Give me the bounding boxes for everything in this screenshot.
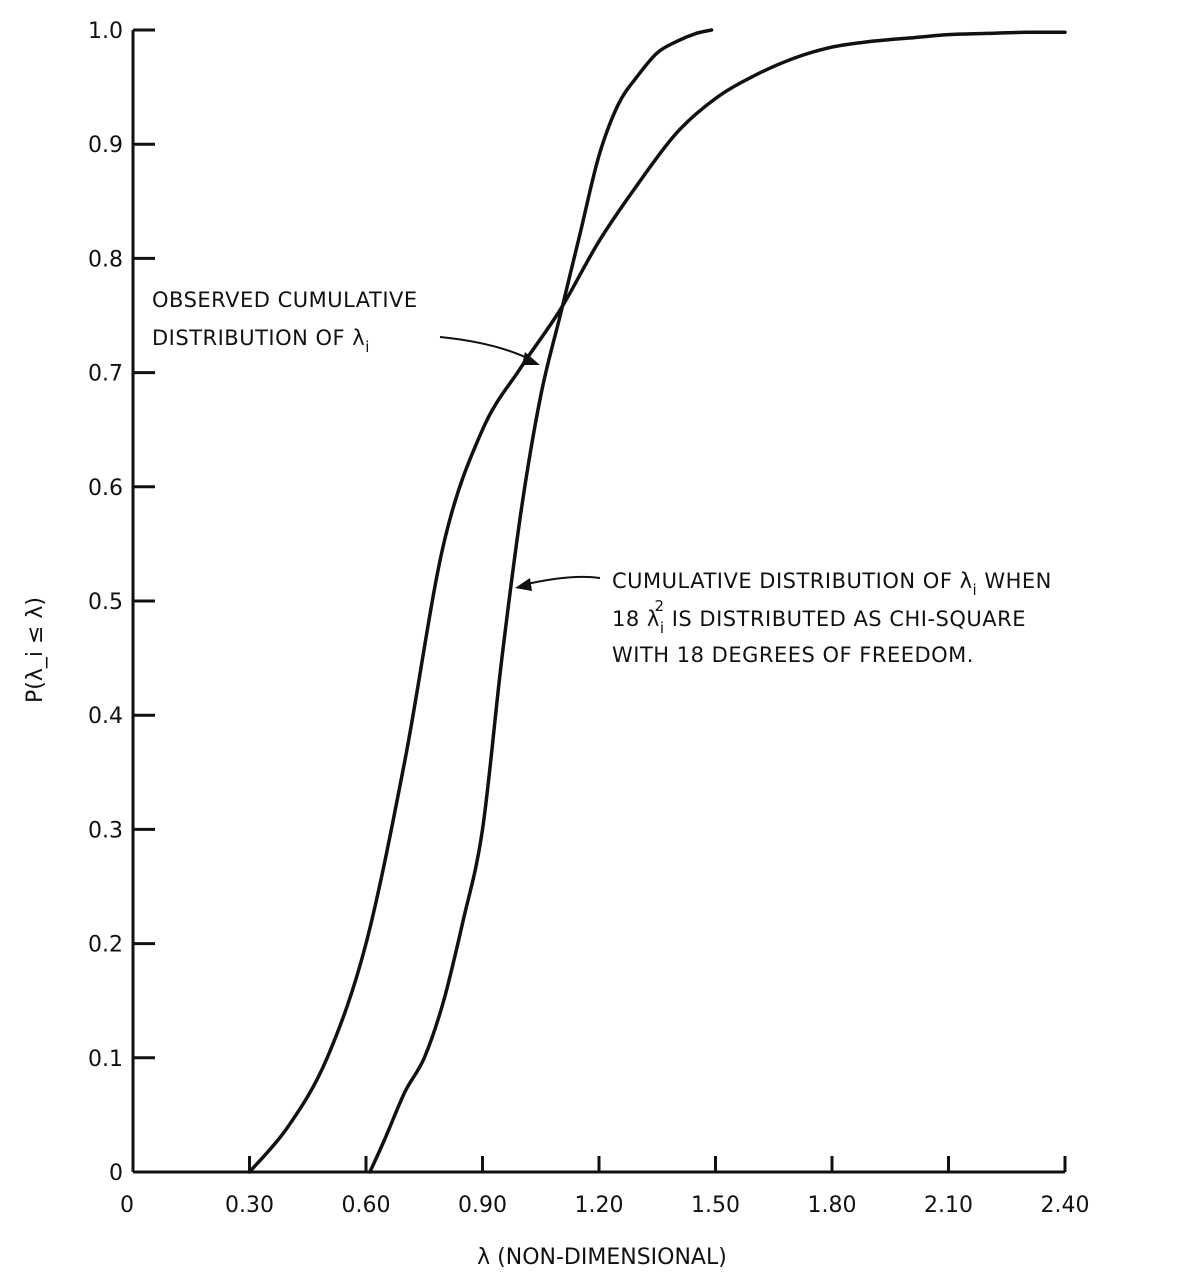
series-line-observed <box>247 30 1067 1174</box>
ticks: 0 0.30 0.60 0.90 1.20 1.50 1.80 2.10 2.40 0 0.1 0.2… <box>88 19 1089 1218</box>
y-tick-label: 0.1 <box>88 1047 123 1072</box>
x-tick-label: 1.80 <box>808 1193 857 1218</box>
x-tick-label: 2.10 <box>924 1193 973 1218</box>
annotation-observed-arrow <box>439 336 536 363</box>
x-tick-label: 2.40 <box>1041 1193 1090 1218</box>
annotation-observed: OBSERVED CUMULATIVE DISTRIBUTION OF λi <box>152 288 540 365</box>
x-axis-title: λ (NON-DIMENSIONAL) <box>477 1245 727 1270</box>
y-axis-title: P(λ_i ≤ λ) <box>23 597 48 703</box>
series-group <box>247 28 1067 1174</box>
annotation-chisquare-line2-superscript: 2 <box>655 597 665 615</box>
annotation-chisquare-line2: 18 λi 2 IS DISTRIBUTED AS CHI-SQUARE <box>612 597 1026 637</box>
x-tick-label: 1.20 <box>575 1193 624 1218</box>
annotation-observed-subscript: i <box>365 338 370 356</box>
x-tick-label: 1.50 <box>691 1193 740 1218</box>
annotation-chisquare-subscript: i <box>973 581 978 599</box>
x-tick-label: 0.60 <box>342 1193 391 1218</box>
y-tick-label: 0 <box>109 1161 123 1186</box>
annotation-chisquare-line3: WITH 18 DEGREES OF FREEDOM. <box>612 643 974 667</box>
annotation-chisquare: CUMULATIVE DISTRIBUTION OF λi WHEN 18 λi… <box>515 569 1052 667</box>
annotation-chisquare-line1-end: WHEN <box>977 569 1052 593</box>
y-tick-label: 0.5 <box>88 590 123 615</box>
x-tick-label: 0 <box>120 1193 134 1218</box>
annotation-chisquare-line1: CUMULATIVE DISTRIBUTION OF λi WHEN <box>612 569 1052 599</box>
annotation-observed-line2-text: DISTRIBUTION OF λ <box>152 326 365 350</box>
x-tick-label: 0.90 <box>458 1193 507 1218</box>
y-tick-label: 0.2 <box>88 933 123 958</box>
y-tick-label: 0.7 <box>88 362 123 387</box>
annotation-chisquare-line2-text: 18 λ <box>612 607 660 631</box>
annotation-chisquare-arrowhead <box>515 578 532 591</box>
annotation-observed-arrowhead <box>522 352 540 365</box>
y-tick-label: 1.0 <box>88 19 123 44</box>
annotation-chisquare-line2-subscript: i <box>660 619 665 637</box>
annotation-chisquare-arrow <box>522 575 601 586</box>
y-tick-label: 0.9 <box>88 133 123 158</box>
y-tick-label: 0.6 <box>88 476 123 501</box>
y-tick-label: 0.3 <box>88 818 123 843</box>
x-tick-label: 0.30 <box>225 1193 274 1218</box>
y-tick-label: 0.8 <box>88 247 123 272</box>
annotation-observed-line1: OBSERVED CUMULATIVE <box>152 288 418 312</box>
annotation-observed-line2: DISTRIBUTION OF λi <box>152 326 370 356</box>
y-tick-label: 0.4 <box>88 704 123 729</box>
annotation-chisquare-line1-text: CUMULATIVE DISTRIBUTION OF λ <box>612 569 973 593</box>
series-line-chi-square <box>368 28 714 1174</box>
annotation-chisquare-line2-end: IS DISTRIBUTED AS CHI-SQUARE <box>665 607 1026 631</box>
